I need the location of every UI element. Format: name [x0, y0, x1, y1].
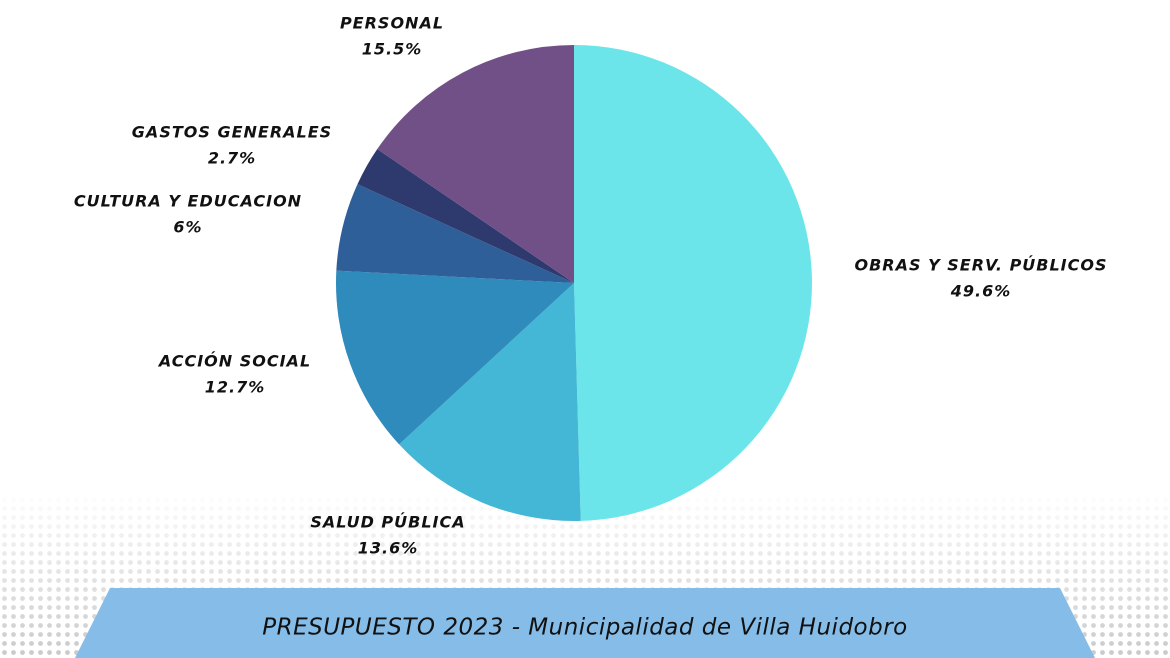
- value-label: 15.5%: [362, 40, 423, 59]
- slice-label: ACCIÓN SOCIAL: [157, 352, 311, 371]
- pie-slice: [336, 270, 574, 445]
- slice-label: OBRAS Y SERV. PÚBLICOS: [855, 256, 1108, 275]
- title-banner: [75, 588, 1095, 658]
- value-label: 2.7%: [208, 149, 256, 168]
- slice-label: GASTOS GENERALES: [132, 123, 332, 142]
- value-label: 13.6%: [358, 539, 419, 558]
- slice-label: CULTURA Y EDUCACION: [74, 192, 302, 211]
- pie-slice: [574, 45, 813, 521]
- pie-slice: [399, 283, 581, 521]
- pie-slice: [357, 149, 574, 283]
- pie-slice: [336, 184, 574, 283]
- pie: [336, 45, 813, 521]
- value-label: 12.7%: [205, 378, 266, 397]
- value-label: 6%: [173, 218, 202, 237]
- slice-label: PERSONAL: [340, 14, 444, 33]
- chart-title: PRESUPUESTO 2023 - Municipalidad de Vill…: [262, 615, 908, 641]
- value-label: 49.6%: [950, 282, 1012, 301]
- slice-label: SALUD PÚBLICA: [310, 513, 465, 532]
- pie-slice: [377, 45, 574, 283]
